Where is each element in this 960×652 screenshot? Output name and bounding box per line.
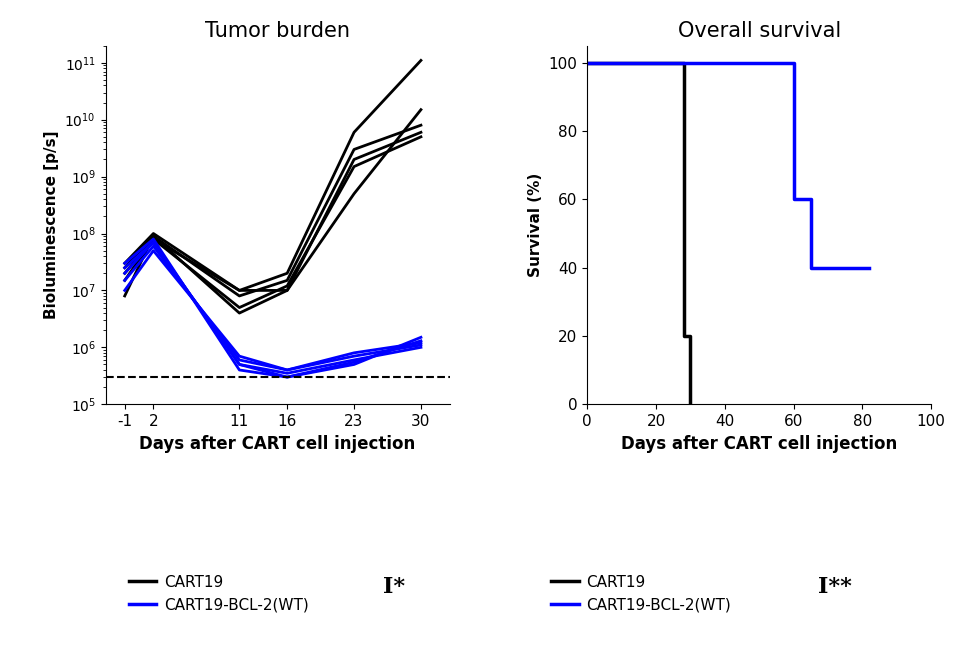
- Text: I*: I*: [382, 576, 405, 598]
- X-axis label: Days after CART cell injection: Days after CART cell injection: [621, 434, 898, 452]
- Legend: CART19, CART19-BCL-2(WT): CART19, CART19-BCL-2(WT): [123, 569, 315, 618]
- Y-axis label: Survival (%): Survival (%): [528, 173, 543, 277]
- Legend: CART19, CART19-BCL-2(WT): CART19, CART19-BCL-2(WT): [545, 569, 737, 618]
- Text: I**: I**: [818, 576, 852, 598]
- Y-axis label: Bioluminescence [p/s]: Bioluminescence [p/s]: [44, 130, 59, 319]
- Title: Overall survival: Overall survival: [678, 22, 841, 41]
- Title: Tumor burden: Tumor burden: [205, 22, 350, 41]
- X-axis label: Days after CART cell injection: Days after CART cell injection: [139, 434, 416, 452]
